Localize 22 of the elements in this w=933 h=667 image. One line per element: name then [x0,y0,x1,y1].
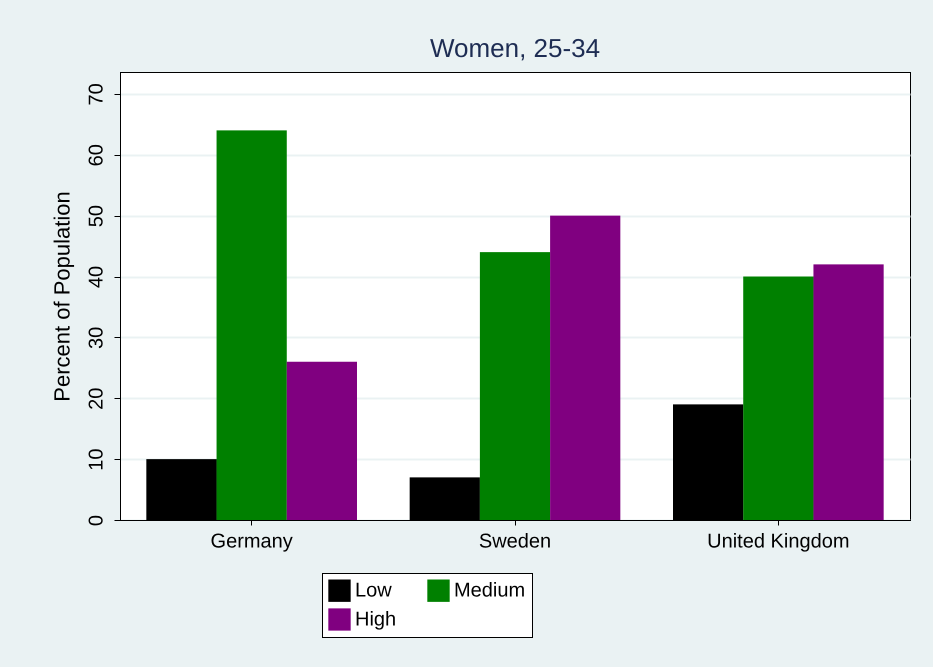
x-tick-label: Sweden [478,530,552,552]
y-tick-label: 20 [86,388,108,410]
bar [550,216,620,520]
y-tick-label: 50 [86,205,108,228]
y-tick-label: 40 [86,266,108,288]
y-tick-label: 60 [86,144,108,166]
legend-label: Low [355,580,392,602]
y-tick-label: 70 [86,83,108,106]
bar [743,276,814,520]
legend-label: Medium [454,580,526,602]
legend-label: High [355,608,396,630]
x-tick-label: United Kingdom [707,530,850,552]
bar [286,362,357,520]
y-tick-label: 10 [86,448,108,471]
x-tick-label: Germany [210,530,293,552]
y-axis-title: Percent of Population [50,191,74,402]
chart-title: Women, 25-34 [430,33,600,63]
y-tick-label: 0 [86,514,108,526]
bar [216,130,287,520]
bar [480,252,550,520]
bar [813,264,884,520]
y-tick-label: 30 [86,326,108,350]
